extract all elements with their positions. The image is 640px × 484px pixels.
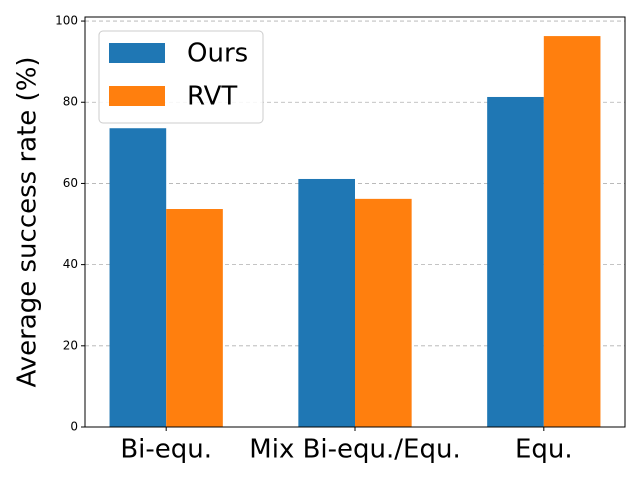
x-tick-label: Bi-equ. (120, 435, 212, 465)
bar (487, 96, 544, 427)
bar (166, 209, 223, 427)
legend-label: Ours (187, 39, 248, 69)
x-tick-label: Equ. (515, 435, 573, 465)
bar (355, 198, 412, 427)
bar (109, 128, 167, 427)
y-tick-label: 80 (63, 95, 78, 109)
legend-swatch (109, 86, 165, 106)
y-tick-label: 60 (63, 176, 78, 190)
bar (298, 178, 355, 427)
legend-label: RVT (187, 82, 237, 112)
x-tick-label: Mix Bi-equ./Equ. (249, 435, 460, 465)
y-tick-label: 20 (63, 338, 78, 352)
y-tick-label: 100 (55, 14, 78, 28)
axes-frame (84, 16, 626, 428)
y-tick-label: 0 (70, 420, 78, 434)
bar (543, 36, 601, 427)
y-tick-label: 40 (63, 257, 78, 271)
legend-swatch (109, 43, 165, 63)
y-axis-label: Average success rate (%) (13, 56, 43, 387)
